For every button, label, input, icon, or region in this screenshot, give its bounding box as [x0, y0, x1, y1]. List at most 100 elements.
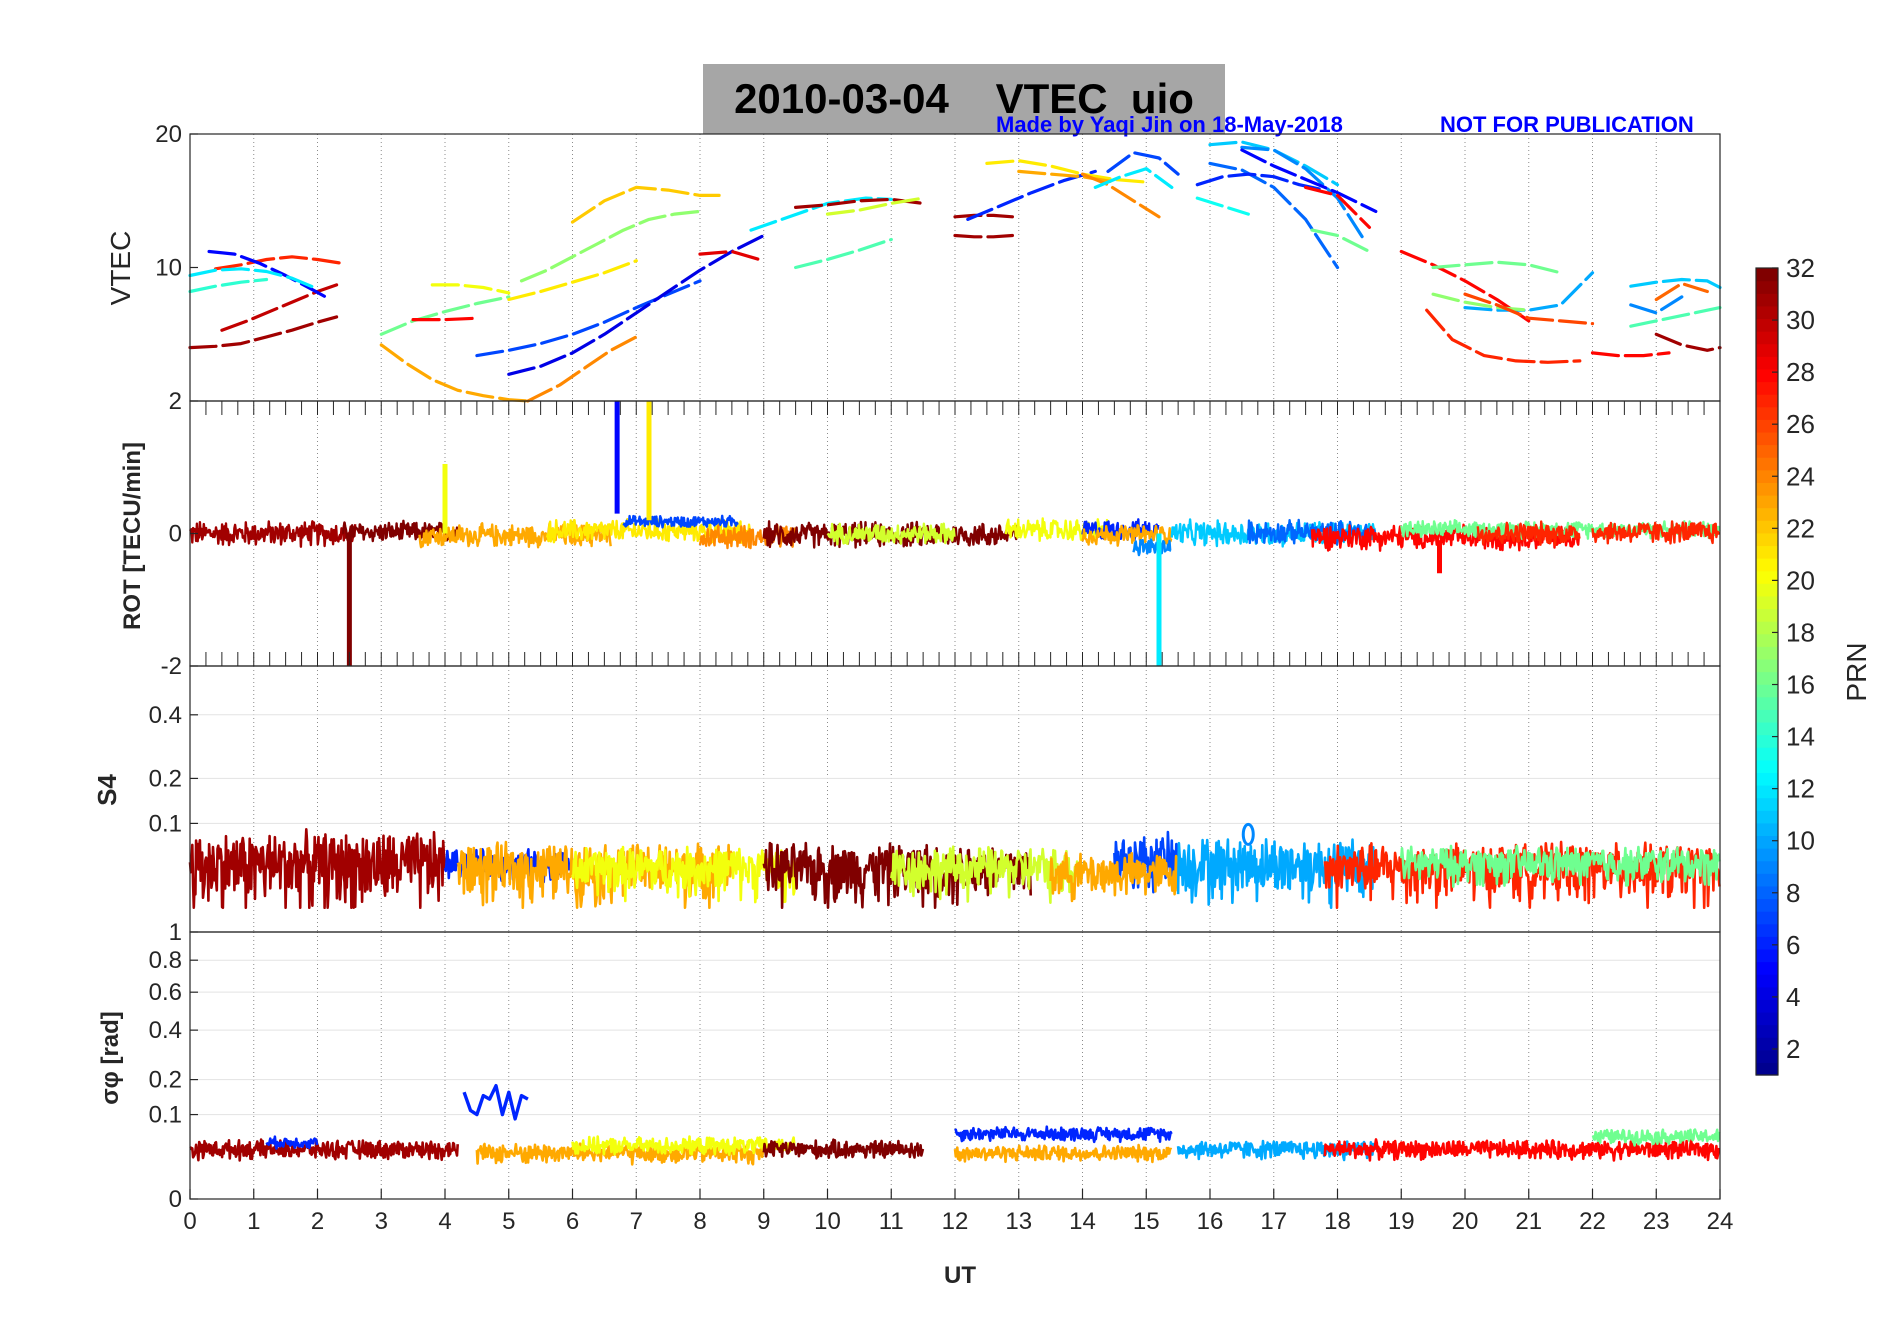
- colorbar-band-19: [1756, 822, 1778, 837]
- colorbar-band-4: [1756, 1011, 1778, 1026]
- colorbar-band-46: [1756, 482, 1778, 496]
- x-tick-label-9: 9: [757, 1208, 770, 1235]
- sigma_phi-trace-prn-6-1: [265, 1135, 319, 1150]
- vtec-track-prn-31-44: [1654, 332, 1722, 352]
- vtec-track-prn-28-34: [1303, 185, 1372, 229]
- colorbar-band-43: [1756, 520, 1778, 534]
- rot-ytick-label-1: 0: [169, 521, 182, 548]
- colorbar-band-28: [1756, 709, 1778, 723]
- colorbar-band-48: [1756, 457, 1778, 471]
- colorbar-band-51: [1756, 419, 1778, 433]
- vtec-track-prn-26-42: [1463, 292, 1595, 326]
- sigma_phi-ytick-label-0: 0: [169, 1186, 182, 1213]
- colorbar-band-21: [1756, 797, 1778, 811]
- x-tick-label-12: 12: [942, 1208, 969, 1235]
- colorbar-band-35: [1756, 621, 1778, 635]
- vtec-track-prn-25-45: [1654, 281, 1709, 302]
- x-tick-label-22: 22: [1579, 1208, 1606, 1235]
- sigma_phi-ytick-label-1: 0.1: [149, 1102, 182, 1129]
- colorbar-tick-label-5: 12: [1786, 774, 1815, 804]
- colorbar-tick-label-2: 6: [1786, 930, 1800, 960]
- vtec-ytick-label-1: 20: [155, 121, 182, 148]
- vtec-track-prn-16-36: [1310, 228, 1372, 254]
- colorbar-band-7: [1756, 974, 1778, 988]
- colorbar-band-0: [1756, 1062, 1778, 1076]
- sigma_phi-trace-prn-20-3: [571, 1135, 796, 1156]
- vtec-track-prn-4-11: [507, 233, 766, 376]
- colorbar-band-50: [1756, 431, 1778, 446]
- colorbar-tick-label-13: 28: [1786, 357, 1815, 387]
- x-tick-label-24: 24: [1707, 1208, 1734, 1235]
- colorbar-band-61: [1756, 293, 1778, 307]
- chart-title: 2010-03-04 VTEC uio: [734, 75, 1194, 122]
- sigma-phi-burst-prn-6: [462, 1083, 529, 1121]
- s4-ytick-label-1: 0.2: [149, 765, 182, 792]
- x-tick-label-15: 15: [1133, 1208, 1160, 1235]
- colorbar-tick-label-7: 16: [1786, 670, 1815, 700]
- vtec-track-prn-9-47: [1629, 295, 1684, 315]
- vtec-track-prn-31-21: [953, 213, 1015, 219]
- sigma_phi-trace-prn-23-6: [953, 1143, 1173, 1164]
- vtec-track-prn-8-31: [1208, 161, 1340, 270]
- vtec-track-prn-24-26: [1080, 172, 1161, 219]
- colorbar-tick-label-12: 26: [1786, 409, 1815, 439]
- colorbar-band-22: [1756, 784, 1778, 799]
- not-for-publication-note: NOT FOR PUBLICATION: [1440, 112, 1694, 137]
- grid-layer: [190, 134, 1720, 1200]
- colorbar-band-53: [1756, 394, 1778, 408]
- colorbar-tick-label-4: 10: [1786, 826, 1815, 856]
- colorbar-band-40: [1756, 558, 1778, 572]
- colorbar-band-45: [1756, 494, 1778, 509]
- vtec-track-prn-17-13: [519, 209, 702, 283]
- vtec-track-prn-5-33: [1240, 148, 1378, 213]
- rot-trace-prn-23-2: [418, 522, 612, 549]
- colorbar-band-2: [1756, 1037, 1778, 1051]
- s4-trace-prn-31-0: [188, 827, 446, 910]
- colorbar-band-26: [1756, 734, 1778, 748]
- vtec-track-prn-24-12: [526, 335, 638, 403]
- colorbar-band-34: [1756, 633, 1778, 647]
- x-axis-label: UT: [944, 1262, 976, 1289]
- vtec-track-prn-27-2: [213, 255, 345, 271]
- colorbar-label: PRN: [1841, 642, 1872, 701]
- colorbar-band-39: [1756, 570, 1778, 584]
- vtec-track-prn-15-48: [1629, 306, 1722, 328]
- rot-trace-prn-19-7: [826, 522, 956, 546]
- x-tick-label-21: 21: [1515, 1208, 1542, 1235]
- colorbar-band-55: [1756, 368, 1778, 383]
- colorbar-band-30: [1756, 684, 1778, 698]
- vtec-track-prn-12-17: [749, 196, 893, 232]
- vtec-y-label: VTEC: [105, 231, 136, 306]
- colorbar-band-31: [1756, 671, 1778, 685]
- vtec-track-prn-16-8: [379, 295, 511, 336]
- colorbar-band-6: [1756, 986, 1778, 1000]
- colorbar-band-16: [1756, 860, 1778, 874]
- vtec-track-prn-21-24: [985, 159, 1148, 184]
- colorbar-tick-label-6: 14: [1786, 722, 1815, 752]
- vtec-track-prn-5-3: [207, 249, 332, 302]
- colorbar-band-18: [1756, 835, 1778, 849]
- colorbar-band-49: [1756, 444, 1778, 458]
- colorbar-band-57: [1756, 343, 1778, 357]
- vtec-track-prn-10-40: [1463, 271, 1595, 312]
- rot-trace-prn-7-4: [622, 514, 739, 529]
- colorbar-band-62: [1756, 280, 1778, 294]
- colorbar-band-52: [1756, 406, 1778, 420]
- sigma_phi-trace-prn-16-9: [1591, 1128, 1721, 1147]
- s4-trace-prn-23-7: [1049, 851, 1179, 903]
- vtec-track-prn-21-14: [507, 259, 638, 302]
- colorbar-tick-label-8: 18: [1786, 617, 1815, 647]
- colorbar-band-10: [1756, 936, 1778, 950]
- colorbar-band-11: [1756, 923, 1778, 937]
- colorbar-band-56: [1756, 356, 1778, 370]
- s4-trace-prn-16-10: [1400, 844, 1721, 889]
- axes-frame-layer: [189, 133, 1721, 1200]
- colorbar-band-5: [1756, 999, 1778, 1013]
- x-tick-label-4: 4: [438, 1208, 451, 1235]
- sigma-phi-y-label: σφ [rad]: [97, 1011, 124, 1105]
- x-tick-label-6: 6: [566, 1208, 579, 1235]
- vtec-track-prn-30-1: [220, 283, 339, 332]
- colorbar-band-23: [1756, 772, 1778, 786]
